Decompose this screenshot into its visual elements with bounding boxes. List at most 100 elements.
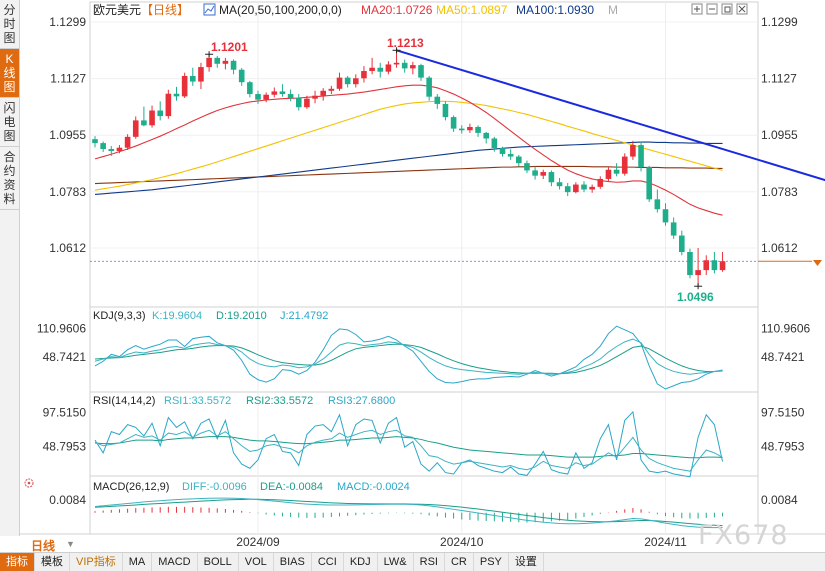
- chart-area[interactable]: 1.1299 1.1299 1.1127 1.1127 1.0955 1.0955 1.07…: [0, 0, 825, 552]
- candle-down: [475, 126, 481, 133]
- candle-down: [190, 75, 196, 82]
- candle-down: [418, 65, 424, 78]
- toolbar-templates[interactable]: 模板: [35, 553, 70, 571]
- rsi3-value: RSI3:27.6800: [328, 395, 395, 407]
- candle-down: [279, 91, 286, 95]
- indicator-toolbar: 指标 模板 VIP指标 MA MACD BOLL VOL BIAS CCI KD…: [0, 552, 825, 571]
- candle-up: [198, 67, 204, 82]
- rsi-tick-right: 48.7953: [761, 440, 805, 454]
- candle-down: [401, 62, 408, 69]
- tab-contract-info[interactable]: 合约资料: [0, 147, 19, 210]
- y-tick-label-left: 1.1299: [49, 15, 86, 29]
- toolbar-bias[interactable]: BIAS: [274, 553, 312, 571]
- rsi-tick-left: 48.7953: [43, 440, 87, 454]
- toolbar-psy[interactable]: PSY: [474, 553, 509, 571]
- candle-down: [141, 120, 147, 126]
- candle-down: [92, 139, 98, 144]
- grid: [90, 2, 758, 534]
- ma200-line: [94, 165, 723, 185]
- candle-down: [499, 148, 506, 154]
- toolbar-cci[interactable]: CCI: [312, 553, 344, 571]
- period-dropdown-icon[interactable]: ▼: [66, 539, 75, 549]
- candle-down: [556, 182, 563, 187]
- candle-down: [711, 260, 718, 271]
- candle-down: [100, 143, 106, 150]
- candle-down: [247, 82, 253, 95]
- candle-down: [458, 128, 465, 131]
- kdj-k-line: [94, 338, 723, 375]
- candle-up: [703, 260, 710, 271]
- toolbar-settings[interactable]: 设置: [509, 553, 544, 571]
- toolbar-rsi[interactable]: RSI: [414, 553, 445, 571]
- candle-up: [206, 57, 212, 68]
- tab-flash-chart[interactable]: 闪电图: [0, 98, 19, 147]
- candle-down: [564, 186, 571, 193]
- x-tick-label: 2024/09: [236, 535, 280, 549]
- y-tick-label-right: 1.0955: [761, 128, 798, 142]
- symbol-name: 欧元美元: [93, 3, 141, 17]
- toolbar-kdj[interactable]: KDJ: [344, 553, 378, 571]
- price-marker-icon: [813, 260, 822, 266]
- candle-down: [524, 163, 530, 171]
- rsi1-line: [94, 429, 723, 472]
- macd-dea-line: [94, 498, 723, 527]
- candle-up: [410, 65, 416, 69]
- x-tick-label: 2024/10: [440, 535, 484, 549]
- toolbar-ma[interactable]: MA: [123, 553, 153, 571]
- restore-icon[interactable]: [721, 3, 733, 15]
- candle-down: [295, 98, 302, 108]
- candle-down: [532, 170, 538, 176]
- toolbar-boll[interactable]: BOLL: [198, 553, 239, 571]
- trendline: [396, 49, 825, 182]
- kdj-lines: [94, 325, 723, 390]
- tab-kline-chart[interactable]: K线图: [0, 49, 19, 98]
- candle-up: [353, 78, 359, 85]
- candle-up: [132, 120, 139, 137]
- rsi2-line: [94, 436, 723, 459]
- macd-diff-value: DIFF:-0.0096: [182, 481, 247, 493]
- candle-up: [393, 62, 400, 65]
- high-label-2: 1.1213: [387, 36, 424, 50]
- macd-settings-icon[interactable]: [24, 478, 34, 488]
- tab-time-chart[interactable]: 分时图: [0, 0, 19, 49]
- candle-down: [214, 57, 221, 64]
- toolbar-lw[interactable]: LW&: [378, 553, 414, 571]
- candle-down: [287, 94, 294, 99]
- toolbar-cr[interactable]: CR: [445, 553, 474, 571]
- candle-down: [434, 96, 441, 104]
- candle-down: [108, 149, 115, 151]
- toolbar-vip-indicators[interactable]: VIP指标: [70, 553, 123, 571]
- candle-up: [312, 95, 318, 99]
- kdj-j-line: [94, 325, 723, 390]
- ma-params: MA(20,50,100,200,0,0): [219, 3, 342, 17]
- ma-more-button[interactable]: M: [608, 3, 618, 17]
- kdj-k-value: K:19.9604: [152, 310, 202, 322]
- candle-down: [507, 153, 514, 157]
- zoom-in-icon[interactable]: [691, 3, 703, 15]
- ma100-line: [94, 141, 723, 195]
- period-label[interactable]: 日线: [31, 539, 56, 553]
- candle-up: [467, 126, 473, 131]
- candle-up: [621, 156, 628, 174]
- y-tick-label-left: 1.1127: [50, 72, 86, 86]
- y-tick-label-right: 1.0783: [761, 185, 798, 199]
- macd-diff-line: [94, 497, 723, 529]
- macd-value: MACD:-0.0024: [337, 481, 410, 493]
- candle-down: [581, 184, 587, 190]
- kdj-d-line: [94, 343, 723, 375]
- candle-up: [149, 110, 155, 126]
- toolbar-macd[interactable]: MACD: [152, 553, 198, 571]
- toolbar-vol[interactable]: VOL: [239, 553, 274, 571]
- zoom-out-icon[interactable]: [706, 3, 718, 15]
- ma50-value: MA50:1.0897: [436, 3, 508, 17]
- candle-up: [385, 64, 392, 72]
- high-label-1: 1.1201: [211, 40, 248, 54]
- rsi2-value: RSI2:33.5572: [246, 395, 313, 407]
- candle-up: [695, 270, 701, 276]
- candle-up: [573, 184, 579, 193]
- ma-settings-icon[interactable]: [203, 3, 216, 16]
- low-label: 1.0496: [677, 290, 714, 304]
- axis-labels: 1.1299 1.1299 1.1127 1.1127 1.0955 1.0955 1.07…: [37, 15, 811, 549]
- close-icon[interactable]: [736, 3, 748, 15]
- toolbar-indicators[interactable]: 指标: [0, 553, 35, 571]
